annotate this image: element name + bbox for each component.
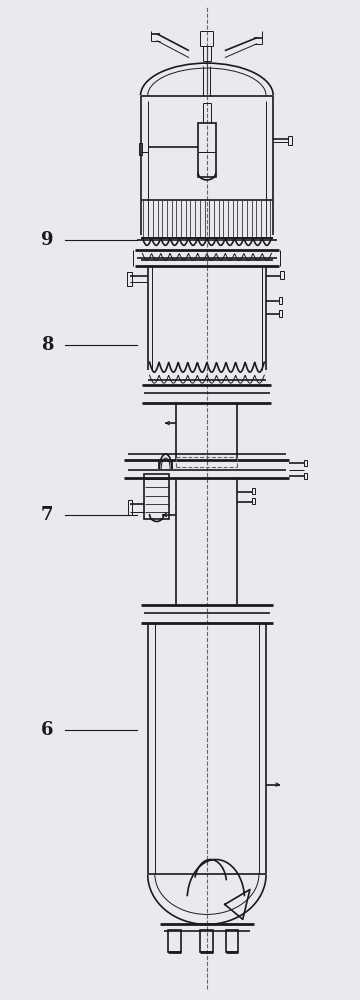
Bar xyxy=(252,488,255,494)
Bar xyxy=(127,272,132,286)
Bar xyxy=(304,460,307,466)
Text: 9: 9 xyxy=(41,231,54,249)
Bar xyxy=(279,310,282,317)
Bar xyxy=(144,474,169,519)
Bar xyxy=(304,473,307,479)
Bar xyxy=(139,143,142,155)
Bar xyxy=(280,271,284,279)
Bar xyxy=(288,136,292,145)
Text: 8: 8 xyxy=(41,336,54,354)
Bar xyxy=(198,123,216,177)
Bar xyxy=(168,930,181,952)
Bar xyxy=(201,930,213,952)
Bar xyxy=(226,930,238,952)
Bar xyxy=(128,500,132,515)
Bar xyxy=(252,498,255,504)
Text: 7: 7 xyxy=(41,506,54,524)
Text: 6: 6 xyxy=(41,721,54,739)
Bar xyxy=(279,297,282,304)
